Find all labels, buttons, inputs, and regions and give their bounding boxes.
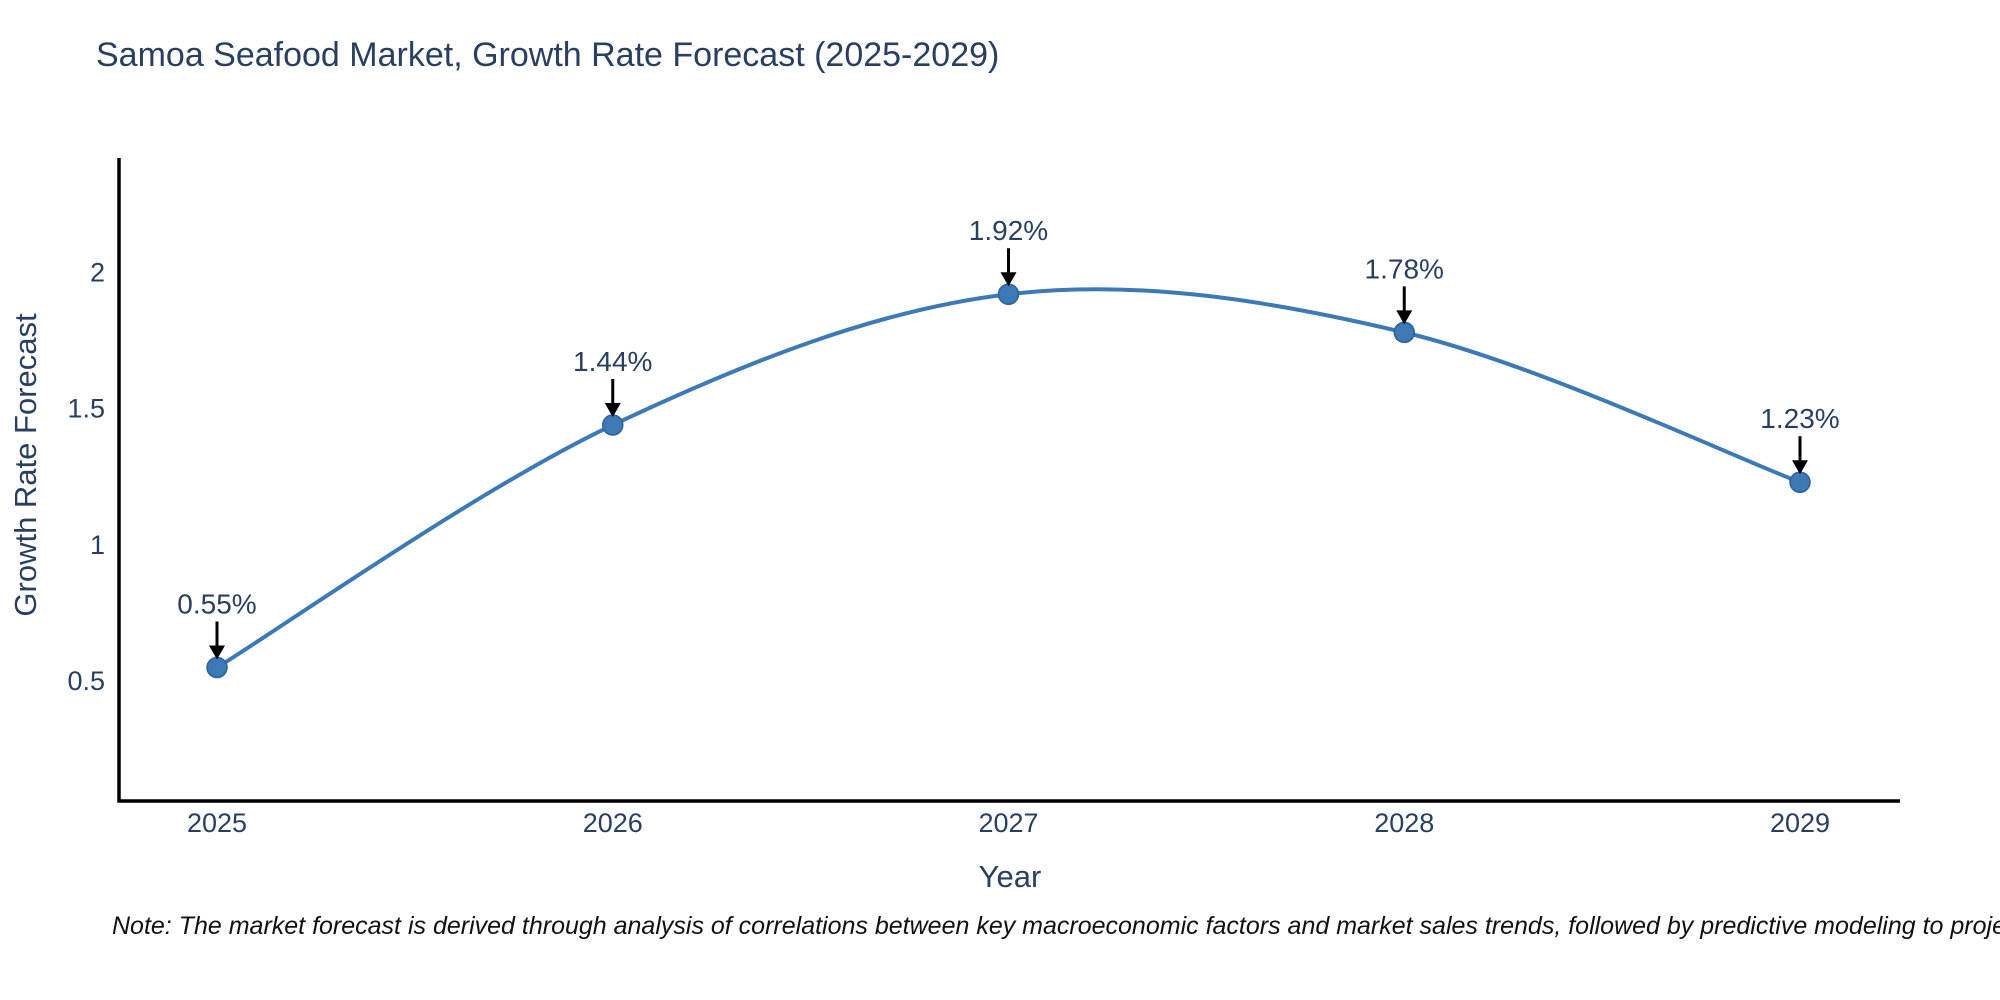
data-point-marker: [997, 283, 1020, 305]
data-point-label: 1.78%: [1365, 253, 1444, 284]
data-point-marker: [206, 656, 228, 679]
data-point-label: 0.55%: [177, 588, 256, 619]
annotation-arrow-head: [209, 645, 225, 660]
y-axis-title: Growth Rate Forecast: [8, 313, 43, 617]
annotation-arrow-head: [1792, 460, 1808, 475]
axis-lines: [117, 158, 1900, 803]
x-tick-label: 2025: [187, 808, 247, 838]
data-point-label: 1.92%: [969, 215, 1048, 246]
y-tick-label: 0.5: [67, 666, 105, 696]
y-tick-label: 1.5: [67, 394, 105, 424]
y-tick-label: 2: [90, 257, 105, 287]
chart-title: Samoa Seafood Market, Growth Rate Foreca…: [96, 36, 1000, 74]
forecast-line: [215, 287, 1801, 670]
x-axis-title: Year: [978, 859, 1042, 894]
footnote: Note: The market forecast is derived thr…: [112, 912, 2000, 940]
annotation-arrow-head: [604, 403, 621, 418]
y-tick-label: 1: [90, 530, 105, 560]
x-tick-label: 2026: [583, 808, 643, 838]
x-tick-label: 2028: [1374, 808, 1434, 838]
data-point-label: 1.44%: [573, 346, 652, 377]
x-tick-label: 2029: [1770, 808, 1830, 838]
data-point-label: 1.23%: [1760, 403, 1839, 434]
data-point-marker: [1789, 471, 1811, 493]
annotation-arrow-head: [1000, 272, 1017, 287]
annotation-arrow-head: [1396, 310, 1413, 325]
data-point-marker: [602, 414, 624, 436]
x-tick-label: 2027: [978, 808, 1038, 838]
data-point-marker: [1393, 321, 1415, 344]
